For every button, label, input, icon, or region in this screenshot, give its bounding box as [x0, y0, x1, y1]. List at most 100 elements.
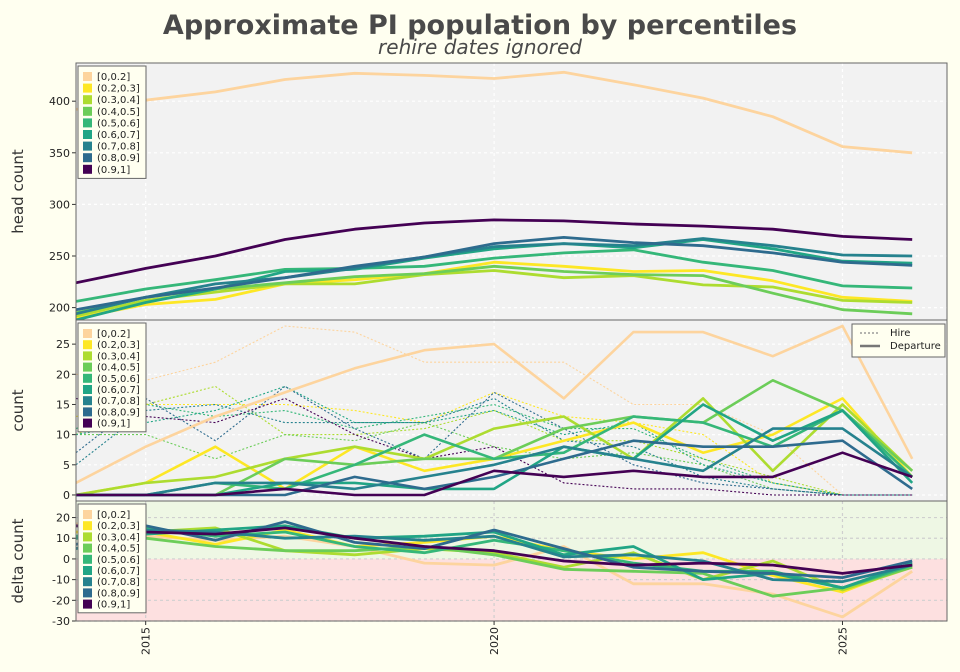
legend-label: (0.4,0.5]	[97, 363, 140, 374]
y-tick-label: 10	[56, 532, 70, 545]
legend-label: (0.5,0.6]	[97, 374, 140, 385]
y-tick-label: 20	[56, 368, 70, 381]
series-line-8	[76, 520, 913, 579]
legend-label: (0.3,0.4]	[97, 351, 140, 362]
chart-subtitle: rehire dates ignored	[378, 35, 582, 59]
legend-label: (0.7,0.8]	[97, 396, 140, 407]
y-tick-label: 200	[49, 302, 70, 315]
legend: [0,0.2](0.2,0.3](0.3,0.4](0.4,0.5](0.5,0…	[77, 65, 147, 179]
legend: [0,0.2](0.2,0.3](0.3,0.4](0.4,0.5](0.5,0…	[77, 322, 147, 433]
legend-label: (0.4,0.5]	[97, 544, 140, 555]
legend-label: (0.2,0.3]	[97, 340, 140, 351]
series-lines	[76, 70, 913, 320]
legend-label: (0.5,0.6]	[97, 118, 140, 129]
legend-label: (0.7,0.8]	[97, 577, 140, 588]
y-tick-label: 0	[63, 553, 70, 566]
series-line-8	[76, 235, 913, 312]
legend-swatch	[83, 418, 92, 428]
y-axis-label: count	[9, 389, 27, 431]
legend-swatch	[83, 532, 92, 542]
series-line-7	[76, 528, 913, 584]
legend-swatch	[83, 106, 92, 116]
legend-label: (0.8,0.9]	[97, 407, 140, 418]
series-line-7	[76, 237, 913, 316]
legend-label: (0.3,0.4]	[97, 95, 140, 106]
y-tick-label: 10	[56, 429, 70, 442]
legend-label: (0.9,1]	[97, 165, 130, 176]
series-line-3	[76, 269, 913, 318]
series-lines	[76, 324, 914, 497]
departure-line-series-7	[76, 427, 913, 497]
series-line-9	[76, 218, 913, 285]
legend-swatch	[83, 141, 92, 151]
panel-2: 0 5 10 15 20 25 count [0,0.2](0.2,0.3](0.3,0.4]…	[9, 319, 948, 502]
legend-label: (0.9,1]	[97, 600, 130, 611]
legend-label: (0.7,0.8]	[97, 142, 140, 153]
legend-label: (0.9,1]	[97, 419, 130, 430]
legend-swatch	[83, 396, 92, 406]
legend-swatch	[83, 329, 92, 338]
legend-label: [0,0.2]	[97, 510, 130, 521]
legend-swatch	[83, 118, 92, 128]
legend-label: (0.8,0.9]	[97, 588, 140, 599]
legend-swatch	[83, 153, 92, 163]
legend-label: (0.8,0.9]	[97, 153, 140, 164]
legend-swatch	[83, 373, 92, 383]
y-tick-label: 300	[49, 198, 70, 211]
series-line-1	[76, 70, 913, 155]
legend-swatch	[83, 554, 92, 564]
legend-swatch	[83, 599, 92, 609]
legend-swatch	[83, 510, 92, 519]
y-tick-label: 5	[63, 459, 70, 472]
hire-line-series-7	[76, 397, 913, 496]
hire-style-label: Hire	[890, 328, 910, 339]
departure-style-label: Departure	[890, 341, 941, 352]
x-tick-label: 2020	[488, 627, 501, 655]
legend-swatch	[83, 566, 92, 575]
y-tick-label: 20	[56, 512, 70, 525]
style-legend-box	[851, 323, 946, 358]
legend-swatch	[83, 351, 92, 361]
legend-swatch	[83, 588, 92, 598]
legend-swatch	[83, 577, 92, 587]
legend-swatch	[83, 385, 92, 394]
legend-swatch	[83, 407, 92, 417]
series-line-4	[76, 536, 913, 598]
chart-title: Approximate PI population by percentiles	[163, 10, 797, 41]
legend-label: [0,0.2]	[97, 329, 130, 340]
departure-line-series-3	[76, 397, 914, 497]
y-tick-label: 15	[56, 398, 70, 411]
series-lines	[76, 520, 913, 619]
hire-line-series-8	[76, 385, 913, 496]
legend-swatch	[83, 340, 92, 350]
panel-frame	[75, 500, 948, 622]
legend-swatch	[83, 83, 92, 93]
y-tick-label: 250	[49, 250, 70, 263]
legend-label: (0.2,0.3]	[97, 521, 140, 532]
hire-line-series-6	[76, 385, 913, 496]
legend-swatch	[83, 130, 92, 139]
style-legend: Hire Departure	[851, 323, 946, 358]
departure-line-series-1	[76, 324, 914, 485]
legend-label: [0,0.2]	[97, 72, 130, 83]
x-tick-label: 2025	[836, 627, 849, 655]
y-tick-label: -20	[52, 594, 70, 607]
panel-1: 200 250 300 350 400 head count [0,0.2](0.2,0.3…	[9, 62, 948, 321]
y-tick-label: 400	[49, 95, 70, 108]
x-tick-label: 2015	[140, 627, 153, 655]
y-axis-label: delta count	[9, 518, 27, 603]
y-tick-label: 25	[56, 338, 70, 351]
series-line-5	[76, 526, 913, 590]
legend: [0,0.2](0.2,0.3](0.3,0.4](0.4,0.5](0.5,0…	[77, 503, 147, 614]
series-line-5	[76, 248, 913, 303]
legend-swatch	[83, 95, 92, 105]
legend-swatch	[83, 164, 92, 174]
departure-line-series-9	[76, 451, 913, 497]
series-line-2	[76, 260, 913, 320]
legend-swatch	[83, 521, 92, 531]
legend-label: (0.6,0.7]	[97, 385, 140, 396]
legend-label: (0.4,0.5]	[97, 107, 140, 118]
y-tick-label: 0	[63, 489, 70, 502]
